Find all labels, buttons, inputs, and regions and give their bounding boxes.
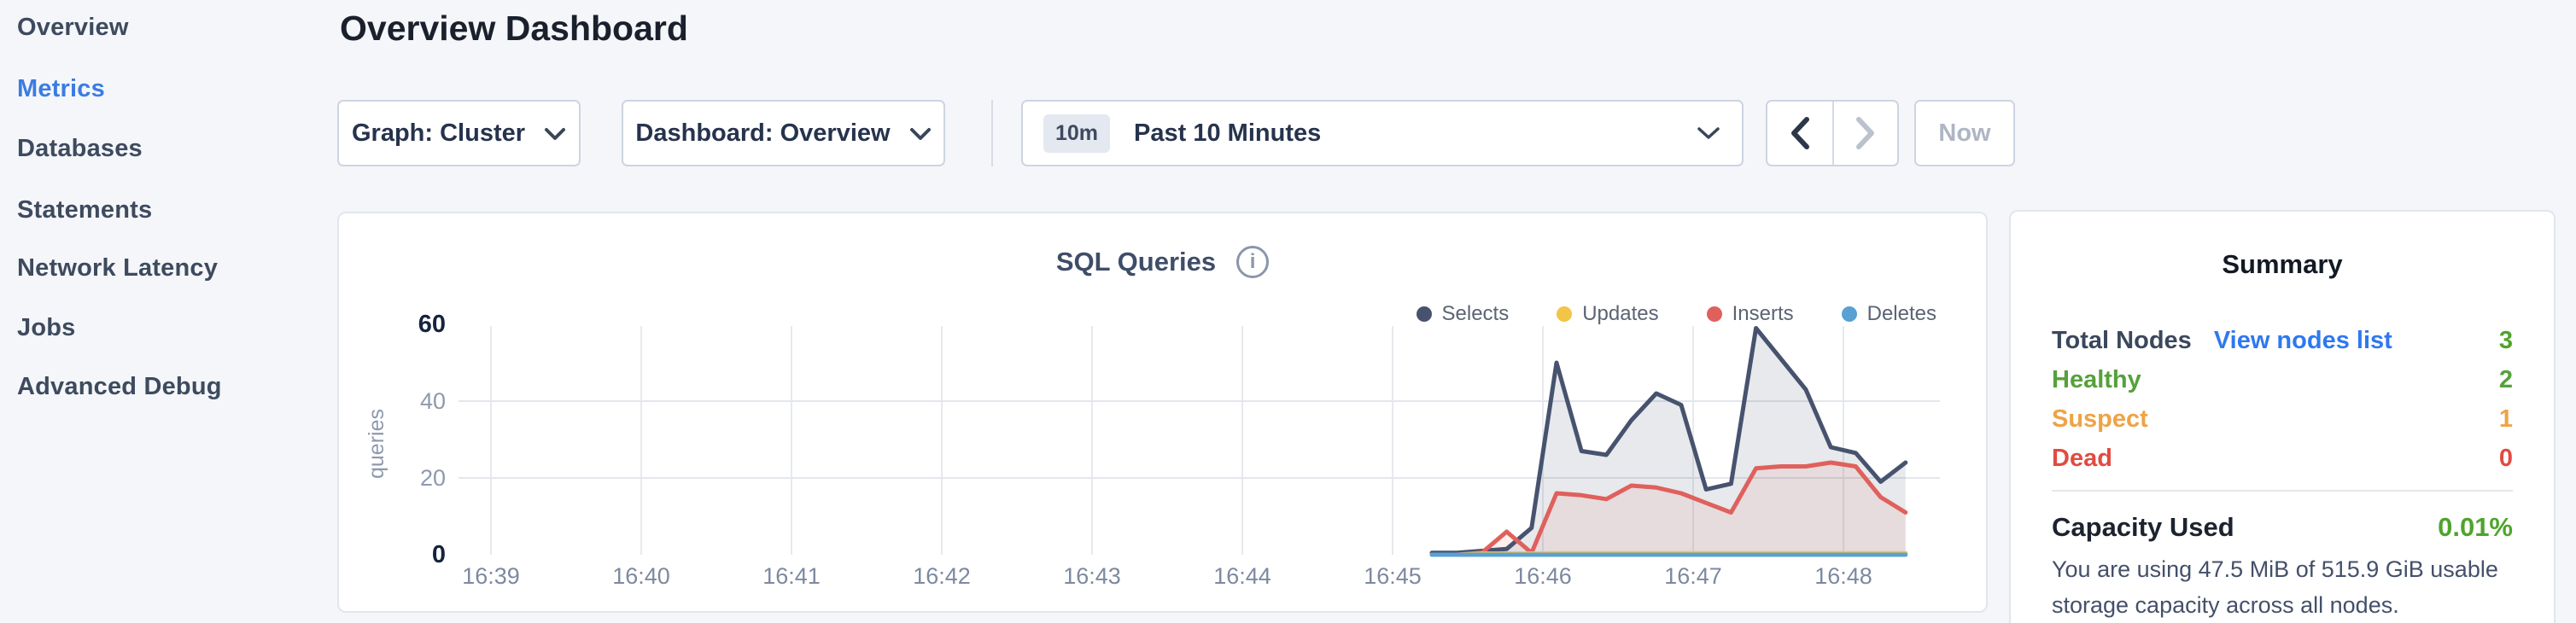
summary-row-label: Suspect: [2052, 405, 2148, 433]
dashboard-dropdown[interactable]: Dashboard: Overview: [622, 100, 945, 166]
svg-text:16:42: 16:42: [913, 563, 971, 589]
now-button[interactable]: Now: [1914, 100, 2015, 166]
next-timespan-button[interactable]: [1831, 102, 1897, 165]
svg-text:16:46: 16:46: [1514, 563, 1572, 589]
summary-row-value: 1: [2498, 405, 2513, 433]
summary-row-label: Total Nodes: [2052, 326, 2192, 354]
sql-queries-chart-card: SQL Queries i Selects Updates Inserts Delet…: [337, 212, 1988, 613]
previous-timespan-button[interactable]: [1767, 102, 1832, 165]
svg-text:40: 40: [420, 388, 446, 414]
sidebar-item-metrics[interactable]: Metrics: [17, 75, 105, 102]
legend-label: Deletes: [1866, 302, 1936, 325]
svg-text:60: 60: [418, 311, 446, 338]
svg-text:0: 0: [432, 541, 446, 568]
time-range-label: Past 10 Minutes: [1134, 119, 1322, 147]
sidebar: Overview Metrics Databases Statements Networ…: [0, 0, 335, 623]
summary-row-label: Dead: [2052, 444, 2112, 472]
legend-dot-icon: [1557, 306, 1573, 322]
summary-divider: [2052, 490, 2513, 492]
sidebar-item-statements[interactable]: Statements: [17, 196, 153, 224]
svg-text:16:48: 16:48: [1814, 563, 1872, 589]
sidebar-item-databases[interactable]: Databases: [17, 135, 143, 162]
summary-row-suspect: Suspect 1: [2052, 399, 2513, 439]
legend-dot-icon: [1706, 306, 1722, 322]
summary-panel: Summary Total Nodes View nodes list 3 Healt…: [2009, 210, 2556, 623]
legend-item-deletes: Deletes: [1841, 302, 1936, 326]
legend-label: Inserts: [1732, 302, 1794, 325]
capacity-used-value: 0.01%: [2438, 512, 2513, 542]
page-title: Overview Dashboard: [340, 9, 688, 48]
svg-text:20: 20: [420, 465, 446, 491]
dashboard-label: Dashboard: Overview: [635, 119, 891, 147]
svg-text:16:39: 16:39: [462, 563, 520, 589]
chevron-down-icon: [544, 119, 566, 148]
svg-text:16:45: 16:45: [1364, 563, 1422, 589]
graph-scope-dropdown[interactable]: Graph: Cluster: [337, 100, 581, 166]
node-status-list: Total Nodes View nodes list 3 Healthy 2 Suspe…: [2052, 321, 2513, 478]
legend-label: Updates: [1582, 302, 1659, 325]
chevron-down-icon: [909, 119, 932, 148]
sidebar-item-overview[interactable]: Overview: [17, 14, 129, 41]
sidebar-item-advanced-debug[interactable]: Advanced Debug: [17, 373, 222, 400]
summary-row-dead: Dead 0: [2052, 439, 2513, 478]
legend-dot-icon: [1841, 306, 1857, 322]
chevron-down-icon: [1696, 119, 1721, 148]
capacity-used-label: Capacity Used: [2052, 512, 2234, 542]
svg-text:16:41: 16:41: [762, 563, 821, 589]
svg-text:queries: queries: [365, 409, 388, 479]
summary-row-label: Healthy: [2052, 365, 2141, 393]
legend-label: Selects: [1441, 302, 1510, 325]
capacity-description: You are using 47.5 MiB of 515.9 GiB usab…: [2052, 556, 2498, 618]
time-range-badge: 10m: [1043, 114, 1111, 153]
time-range-dropdown[interactable]: 10m Past 10 Minutes: [1021, 100, 1744, 166]
time-step-group: [1766, 100, 1899, 166]
legend-item-inserts: Inserts: [1706, 302, 1794, 326]
info-icon[interactable]: i: [1236, 246, 1270, 278]
summary-row-value: 0: [2498, 444, 2513, 472]
legend-item-updates: Updates: [1557, 302, 1659, 326]
svg-text:16:47: 16:47: [1664, 563, 1722, 589]
controls-divider: [991, 100, 993, 166]
legend-item-selects: Selects: [1416, 302, 1510, 326]
graph-scope-label: Graph: Cluster: [351, 119, 526, 147]
chart-legend: Selects Updates Inserts Deletes: [1416, 302, 1936, 326]
sql-queries-plot[interactable]: 16:39 16:40 16:41 16:42 16:43 16:44 16:45 16:46…: [339, 213, 1986, 611]
sidebar-item-network-latency[interactable]: Network Latency: [17, 254, 219, 282]
chart-title: SQL Queries: [1055, 247, 1217, 277]
now-button-label: Now: [1938, 119, 1991, 147]
svg-text:16:40: 16:40: [612, 563, 670, 589]
svg-text:16:43: 16:43: [1063, 563, 1121, 589]
svg-text:16:44: 16:44: [1213, 563, 1271, 589]
view-nodes-list-link[interactable]: View nodes list: [2213, 326, 2392, 354]
legend-dot-icon: [1416, 306, 1432, 322]
summary-row-healthy: Healthy 2: [2052, 360, 2513, 399]
summary-title: Summary: [2222, 249, 2343, 279]
summary-row-total-nodes: Total Nodes View nodes list 3: [2052, 321, 2513, 360]
sidebar-item-jobs[interactable]: Jobs: [17, 314, 76, 341]
summary-row-value: 2: [2498, 365, 2513, 393]
summary-row-value: 3: [2498, 326, 2513, 354]
